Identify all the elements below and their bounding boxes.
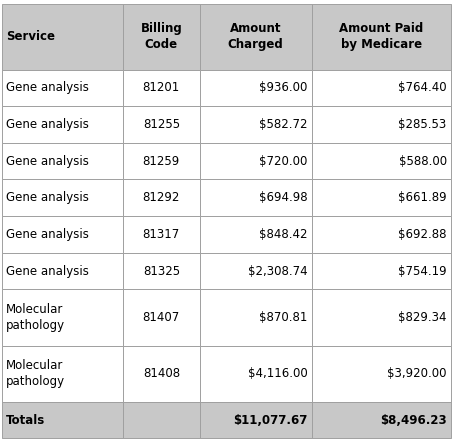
Text: $692.88: $692.88 — [398, 228, 447, 241]
Bar — [199, 290, 312, 346]
Bar — [2, 402, 123, 438]
Text: $4,116.00: $4,116.00 — [248, 367, 307, 380]
Bar — [199, 143, 312, 179]
Text: $588.00: $588.00 — [399, 155, 447, 168]
Text: Gene analysis: Gene analysis — [6, 118, 89, 131]
Text: 81325: 81325 — [143, 265, 180, 278]
Text: $285.53: $285.53 — [398, 118, 447, 131]
Bar — [123, 216, 199, 253]
Bar — [312, 290, 451, 346]
Text: 81407: 81407 — [143, 311, 180, 324]
Text: Amount Paid
by Medicare: Amount Paid by Medicare — [339, 22, 424, 51]
Bar — [2, 179, 123, 216]
Bar — [2, 346, 123, 402]
Text: $3,920.00: $3,920.00 — [387, 367, 447, 380]
Bar — [2, 69, 123, 106]
Text: Service: Service — [6, 30, 55, 43]
Bar — [312, 346, 451, 402]
Text: Totals: Totals — [6, 414, 46, 427]
Text: 81317: 81317 — [143, 228, 180, 241]
Text: $764.40: $764.40 — [398, 81, 447, 94]
Bar — [123, 106, 199, 143]
Text: Gene analysis: Gene analysis — [6, 191, 89, 204]
Bar — [312, 179, 451, 216]
Bar — [2, 143, 123, 179]
Text: $11,077.67: $11,077.67 — [233, 414, 307, 427]
Text: $661.89: $661.89 — [398, 191, 447, 204]
Bar — [312, 4, 451, 69]
Text: Gene analysis: Gene analysis — [6, 81, 89, 94]
Bar — [199, 106, 312, 143]
Text: 81255: 81255 — [143, 118, 180, 131]
Bar — [199, 179, 312, 216]
Bar — [199, 69, 312, 106]
Text: 81408: 81408 — [143, 367, 180, 380]
Bar — [199, 402, 312, 438]
Text: 81292: 81292 — [143, 191, 180, 204]
Bar — [2, 106, 123, 143]
Bar — [123, 253, 199, 290]
Bar — [312, 402, 451, 438]
Bar — [199, 346, 312, 402]
Bar — [123, 143, 199, 179]
Bar — [123, 179, 199, 216]
Bar — [312, 106, 451, 143]
Text: Gene analysis: Gene analysis — [6, 228, 89, 241]
Text: Molecular
pathology: Molecular pathology — [6, 303, 66, 332]
Bar — [312, 143, 451, 179]
Text: $936.00: $936.00 — [259, 81, 307, 94]
Bar — [123, 290, 199, 346]
Text: $848.42: $848.42 — [259, 228, 307, 241]
Bar — [123, 346, 199, 402]
Bar — [312, 69, 451, 106]
Text: $582.72: $582.72 — [259, 118, 307, 131]
Text: $694.98: $694.98 — [259, 191, 307, 204]
Bar — [199, 4, 312, 69]
Bar — [2, 253, 123, 290]
Bar — [2, 216, 123, 253]
Bar — [312, 253, 451, 290]
Bar — [123, 4, 199, 69]
Text: Gene analysis: Gene analysis — [6, 155, 89, 168]
Text: $829.34: $829.34 — [398, 311, 447, 324]
Bar — [2, 290, 123, 346]
Text: Gene analysis: Gene analysis — [6, 265, 89, 278]
Text: $720.00: $720.00 — [259, 155, 307, 168]
Text: Molecular
pathology: Molecular pathology — [6, 359, 66, 388]
Text: Billing
Code: Billing Code — [140, 22, 182, 51]
Text: Amount
Charged: Amount Charged — [228, 22, 284, 51]
Text: $754.19: $754.19 — [398, 265, 447, 278]
Text: 81201: 81201 — [143, 81, 180, 94]
Bar — [312, 216, 451, 253]
Bar — [123, 69, 199, 106]
Text: $2,308.74: $2,308.74 — [248, 265, 307, 278]
Text: 81259: 81259 — [143, 155, 180, 168]
Text: $8,496.23: $8,496.23 — [380, 414, 447, 427]
Bar — [2, 4, 123, 69]
Bar — [123, 402, 199, 438]
Bar — [199, 216, 312, 253]
Bar — [199, 253, 312, 290]
Text: $870.81: $870.81 — [259, 311, 307, 324]
